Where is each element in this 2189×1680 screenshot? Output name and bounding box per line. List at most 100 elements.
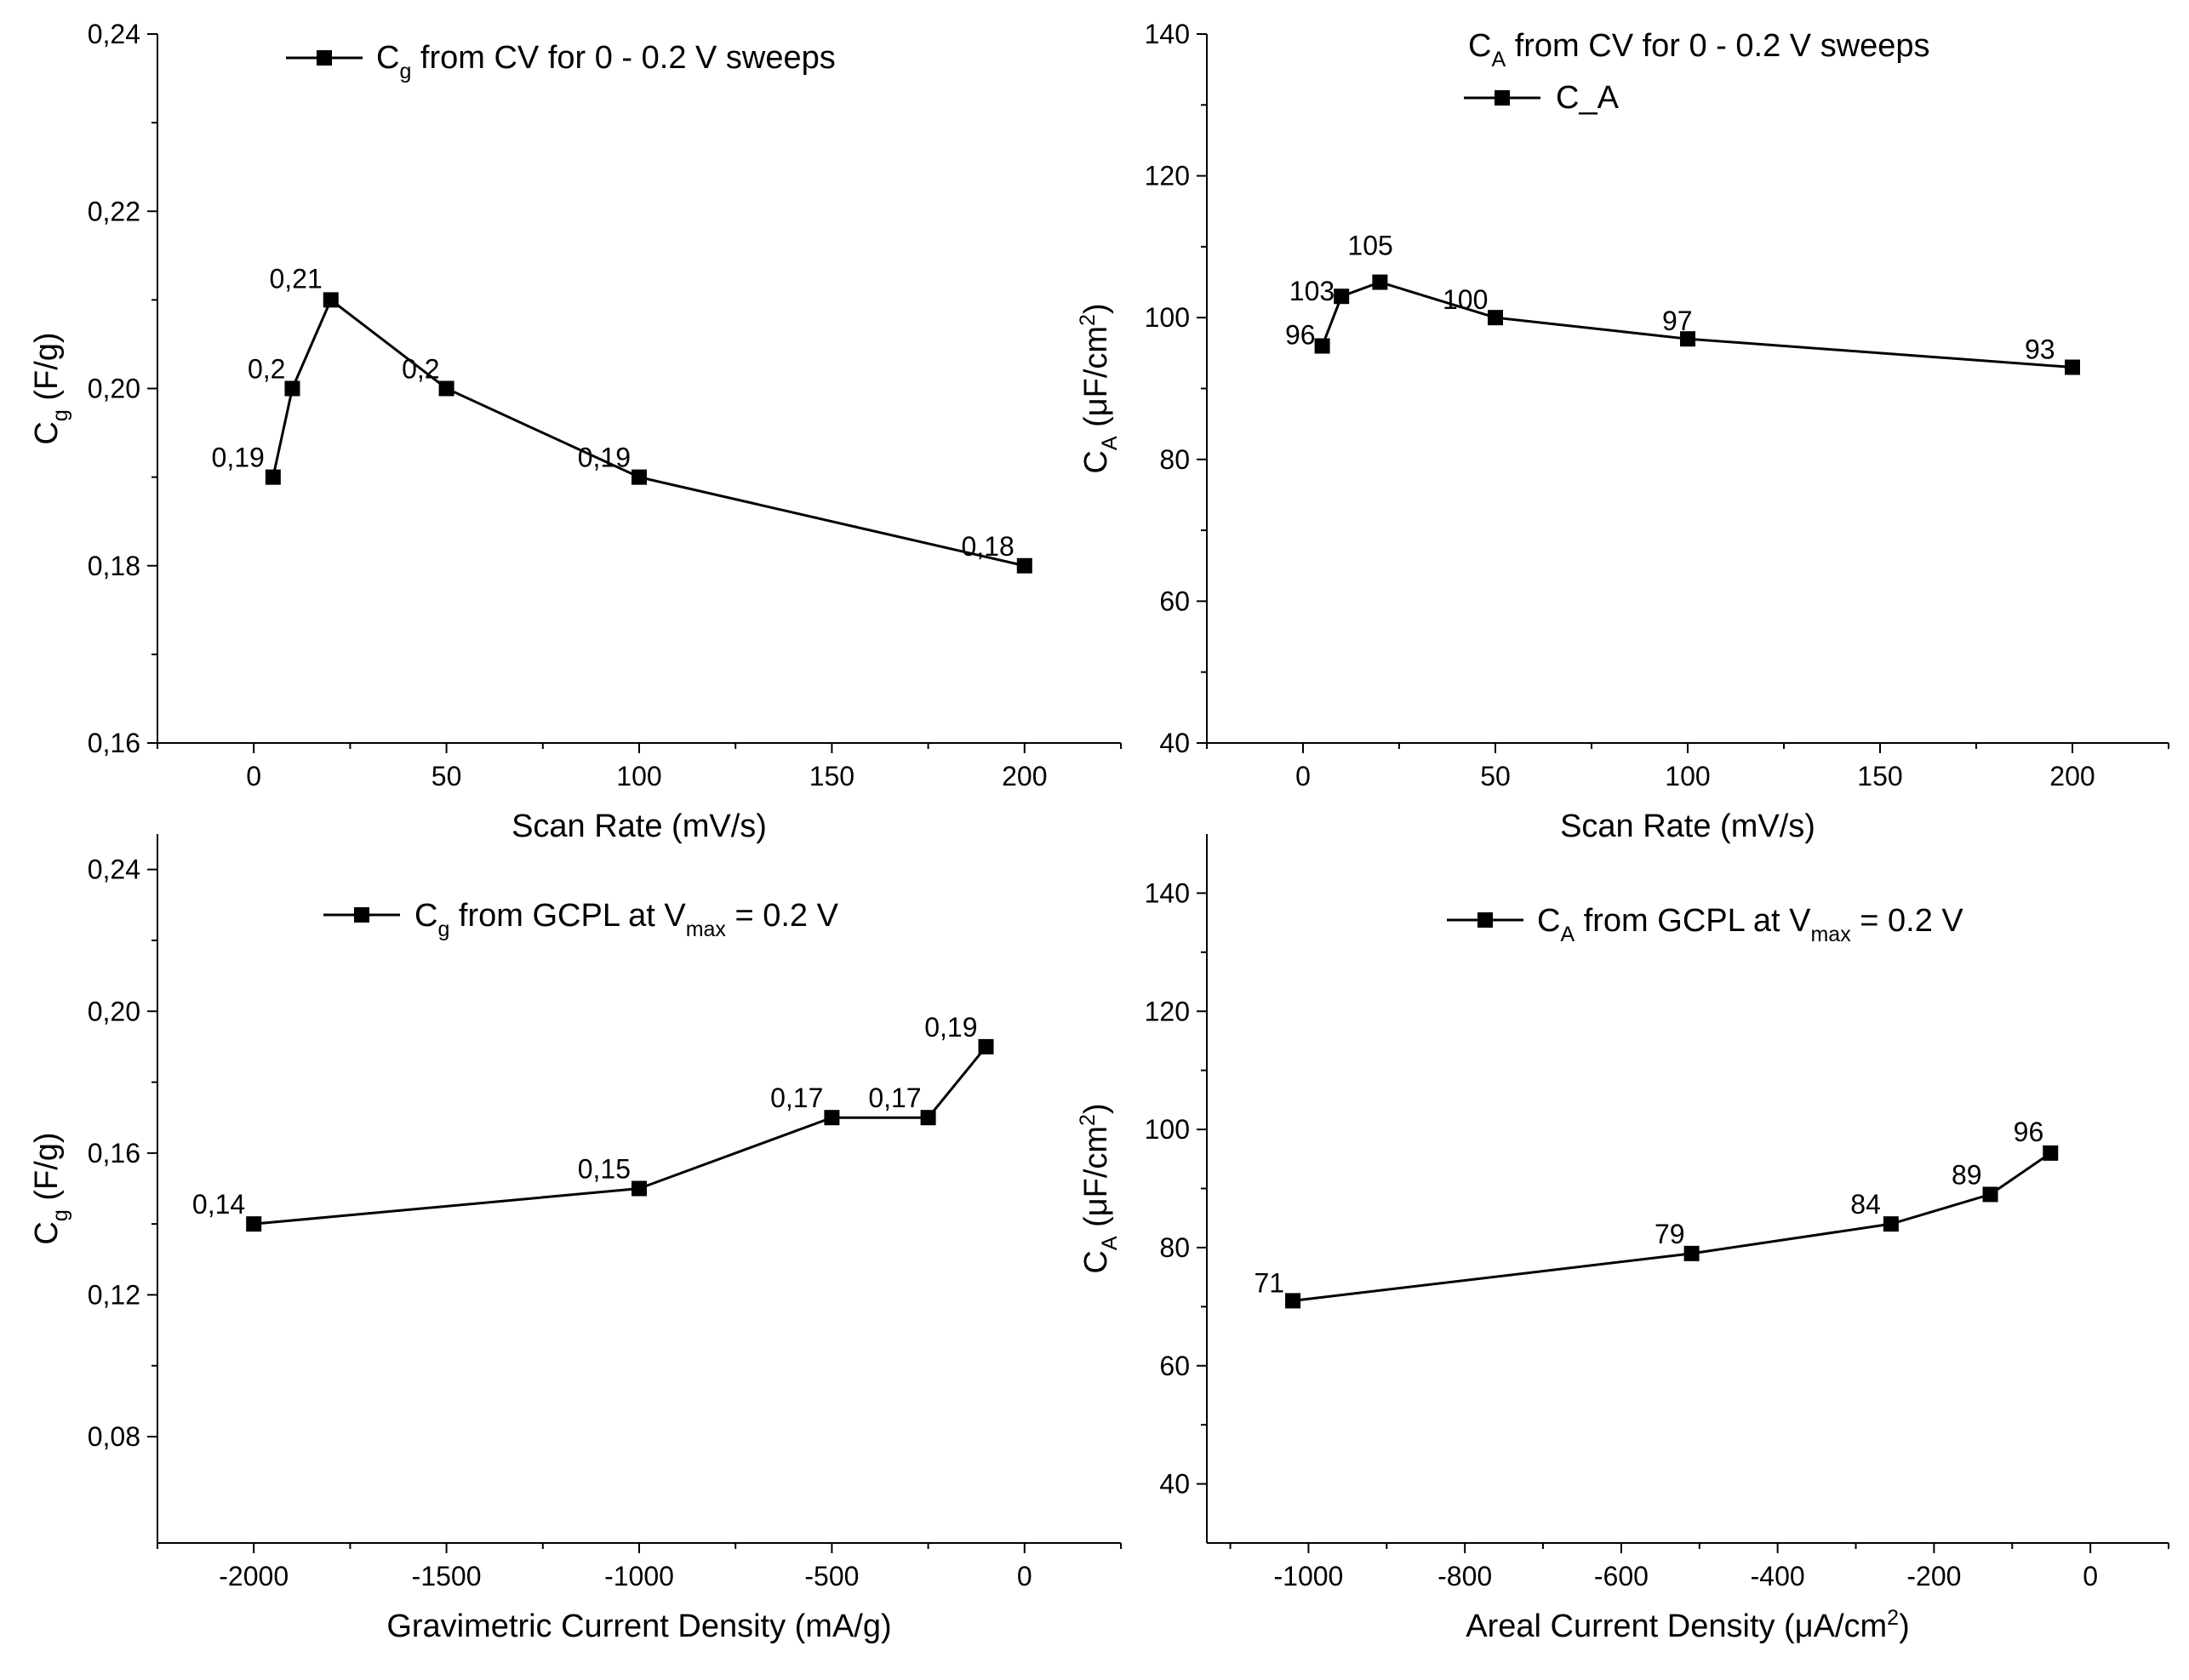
legend-label: Cg from GCPL at Vmax = 0.2 V <box>414 898 839 941</box>
y-tick-label: 100 <box>1145 302 1190 333</box>
y-axis-title: Cg (F/g) <box>29 332 72 444</box>
x-axis-title: Scan Rate (mV/s) <box>1560 809 1815 844</box>
chart-panel-1: 0,16 0,18 0,20 0,22 0,24 0 50 100 150 200 Scan Rat… <box>29 19 1122 844</box>
data-point <box>1016 557 1032 574</box>
y-tick-label: 140 <box>1145 19 1190 49</box>
x-tick-label: -500 <box>804 1561 859 1591</box>
y-axis-title: Cg (F/g) <box>29 1132 72 1244</box>
x-tick-label: 0 <box>246 761 261 791</box>
legend-marker <box>354 907 369 923</box>
y-tick-label: 60 <box>1159 1351 1190 1381</box>
data-label: 71 <box>1254 1267 1284 1298</box>
data-point <box>1982 1186 1998 1203</box>
data-label: 0,2 <box>248 354 285 385</box>
y-tick-label: 80 <box>1159 1232 1190 1263</box>
data-label: 0,17 <box>770 1083 823 1113</box>
data-point <box>824 1110 840 1126</box>
x-axis-title: Areal Current Density (μA/cm2) <box>1466 1606 1909 1644</box>
data-label: 0,14 <box>192 1189 245 1220</box>
data-point <box>1488 310 1503 326</box>
y-axis-title-group: Cg (F/g) <box>29 1132 72 1244</box>
y-tick-label: 120 <box>1145 996 1190 1026</box>
y-tick-label: 140 <box>1145 877 1190 908</box>
series-line <box>254 1045 987 1226</box>
chart-panel-4: 40 60 80 100 120 140 -1000 -800 -600 -400 -200 0 Are… <box>1076 834 2169 1644</box>
data-point <box>920 1110 936 1126</box>
x-tick-label: 0 <box>1017 1561 1032 1591</box>
y-tick-label: 0,22 <box>88 196 140 226</box>
data-label: 0,19 <box>578 443 631 473</box>
x-tick-label: 100 <box>1665 761 1710 791</box>
y-tick-label: 0,16 <box>88 1138 140 1169</box>
x-tick-label: -800 <box>1437 1561 1492 1591</box>
x-tick-label: -200 <box>1906 1561 1961 1591</box>
y-axis-title-group: CA (μF/cm2) <box>1076 303 1122 473</box>
data-label: 0,19 <box>212 443 265 473</box>
data-point <box>978 1038 994 1054</box>
data-point <box>323 292 339 308</box>
chart-panel-2: 40 60 80 100 120 140 0 50 100 150 200 Scan Rate (mV… <box>1076 19 2169 844</box>
data-label: 0,17 <box>868 1083 921 1113</box>
data-label: 0,18 <box>962 531 1014 562</box>
y-tick-label: 0,08 <box>88 1421 140 1452</box>
data-point <box>1680 331 1695 347</box>
data-point <box>1883 1216 1899 1232</box>
x-tick-label: -600 <box>1594 1561 1649 1591</box>
x-tick-label: 0 <box>2083 1561 2098 1591</box>
y-axis-title-group: CA (μF/cm2) <box>1076 1103 1122 1273</box>
data-label: 0,19 <box>924 1012 977 1043</box>
data-point <box>246 1216 262 1232</box>
y-tick-label: 60 <box>1159 586 1190 616</box>
data-point <box>284 380 300 397</box>
chart-panel-3: 0,08 0,12 0,16 0,20 0,24 -2000 -1500 -1000 -500 0… <box>29 834 1122 1644</box>
legend-marker <box>1495 90 1510 106</box>
x-tick-label: 150 <box>809 761 854 791</box>
data-label: 96 <box>2014 1117 2044 1147</box>
chart-title: CA from CV for 0 - 0.2 V sweeps <box>1468 28 1930 71</box>
data-point <box>1314 338 1330 354</box>
legend-marker <box>1477 912 1493 928</box>
data-point <box>438 380 454 397</box>
y-tick-label: 40 <box>1159 728 1190 758</box>
x-tick-label: 100 <box>616 761 661 791</box>
x-tick-label: 200 <box>2049 761 2095 791</box>
data-point <box>1334 289 1350 305</box>
data-point <box>1285 1293 1301 1309</box>
data-label: 96 <box>1285 320 1316 351</box>
series-line <box>271 298 1026 568</box>
y-tick-label: 0,20 <box>88 996 140 1026</box>
data-label: 105 <box>1347 231 1392 261</box>
legend-label: CA from GCPL at Vmax = 0.2 V <box>1537 903 1963 946</box>
x-axis-title: Gravimetric Current Density (mA/g) <box>386 1609 891 1644</box>
series-line <box>1321 280 2073 369</box>
data-point <box>2065 359 2080 375</box>
data-point <box>1683 1245 1700 1261</box>
x-axis-title: Scan Rate (mV/s) <box>512 809 767 844</box>
data-label: 103 <box>1289 276 1335 306</box>
data-label: 97 <box>1662 306 1693 336</box>
data-label: 0,15 <box>578 1154 631 1185</box>
y-tick-label: 120 <box>1145 161 1190 191</box>
x-tick-label: -1000 <box>604 1561 674 1591</box>
x-tick-label: -2000 <box>219 1561 289 1591</box>
x-tick-label: -1000 <box>1274 1561 1344 1591</box>
data-point <box>265 469 281 485</box>
x-tick-label: 200 <box>1002 761 1047 791</box>
legend-marker <box>317 50 332 66</box>
y-axis-title-group: Cg (F/g) <box>29 332 72 444</box>
data-label: 93 <box>2025 334 2055 365</box>
data-point <box>2043 1145 2059 1161</box>
y-tick-label: 0,24 <box>88 19 140 49</box>
y-tick-label: 0,16 <box>88 728 140 758</box>
x-tick-label: 50 <box>1480 761 1511 791</box>
data-point <box>632 1180 647 1197</box>
legend-label: C_A <box>1556 80 1620 116</box>
y-tick-label: 0,20 <box>88 374 140 404</box>
y-tick-label: 0,12 <box>88 1279 140 1310</box>
y-tick-label: 0,18 <box>88 551 140 581</box>
y-axis-title: CA (μF/cm2) <box>1076 1103 1122 1273</box>
data-point <box>632 469 647 485</box>
y-tick-label: 100 <box>1145 1114 1190 1145</box>
data-label: 79 <box>1655 1219 1685 1249</box>
